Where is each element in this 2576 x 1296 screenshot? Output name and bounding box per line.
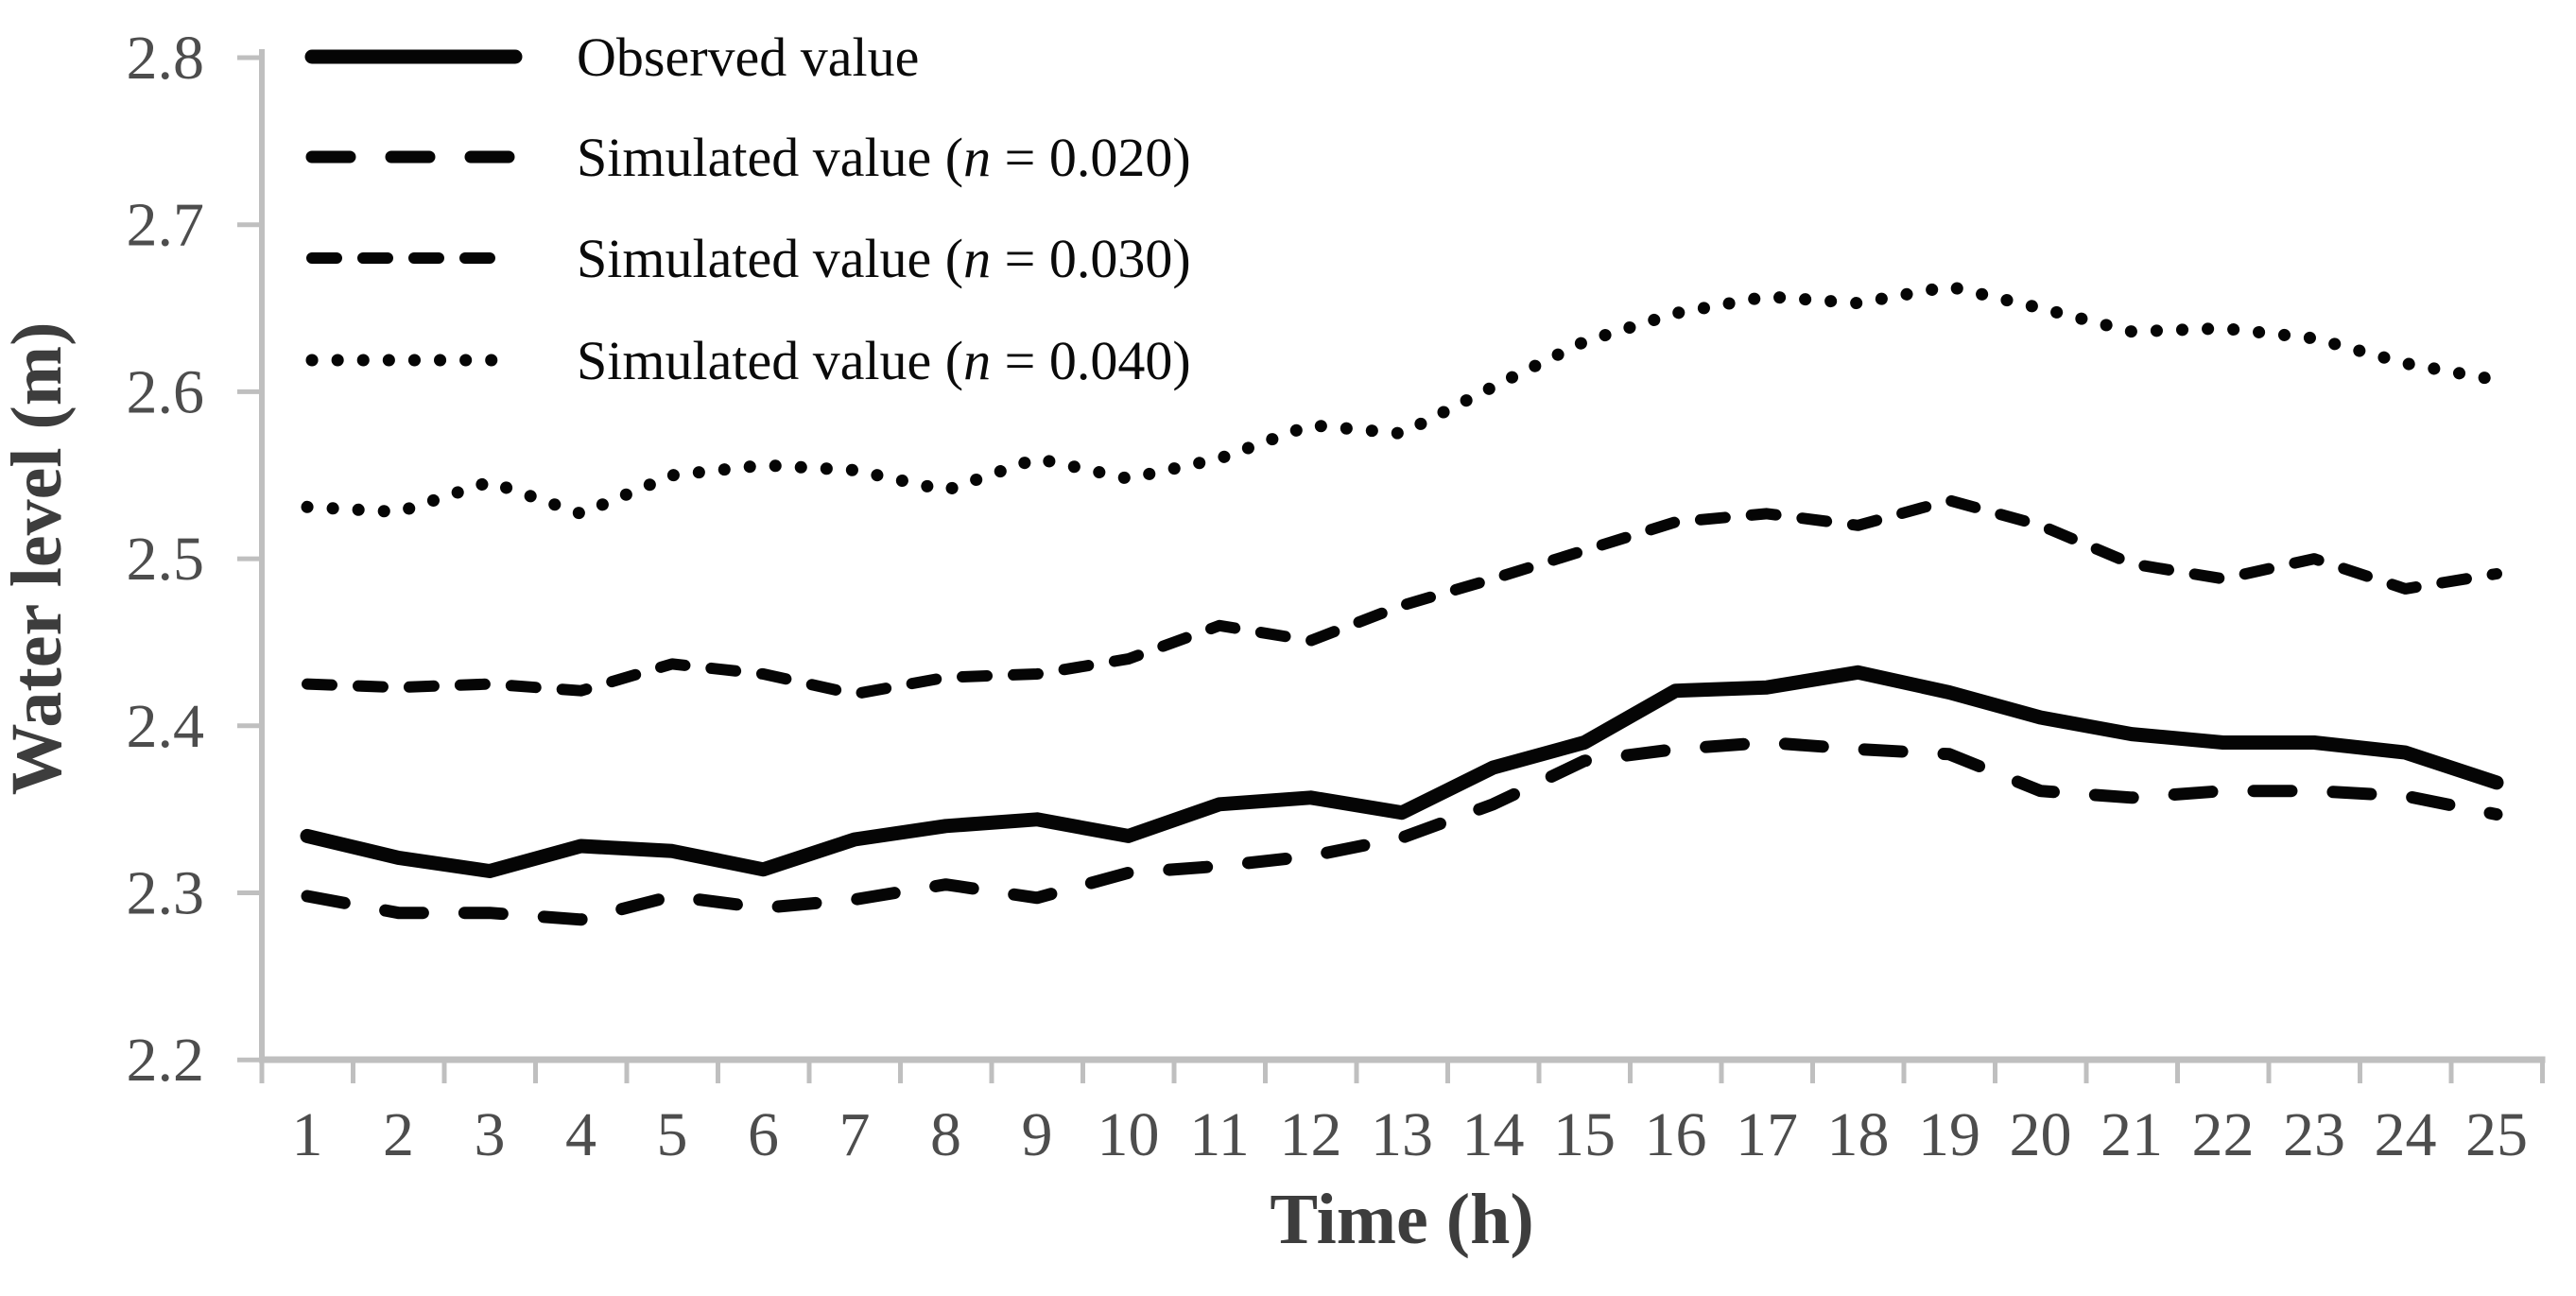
y-tick-label: 2.3 <box>127 859 205 928</box>
x-tick-label: 17 <box>1736 1100 1798 1169</box>
x-tick-label: 25 <box>2465 1100 2528 1169</box>
series-line-simulated-value-n-0-030 <box>302 494 2502 700</box>
x-tick-label: 20 <box>2010 1100 2072 1169</box>
x-tick-label: 16 <box>1645 1100 1707 1169</box>
x-tick-label: 21 <box>2101 1100 2163 1169</box>
y-tick-label: 2.6 <box>127 357 205 426</box>
x-tick-label: 13 <box>1371 1100 1433 1169</box>
x-tick-label: 18 <box>1827 1100 1890 1169</box>
legend-label: Simulated value (n = 0.030) <box>577 228 1191 289</box>
x-tick-label: 23 <box>2283 1100 2345 1169</box>
x-tick-label: 3 <box>475 1100 506 1169</box>
legend-label: Simulated value (n = 0.020) <box>577 127 1191 188</box>
legend-item-simulated-value-n-0-020: Simulated value (n = 0.020) <box>305 127 1191 188</box>
y-tick-label: 2.8 <box>127 24 205 93</box>
x-tick-label: 2 <box>383 1100 414 1169</box>
x-tick-label: 12 <box>1280 1100 1342 1169</box>
x-tick-label: 5 <box>657 1100 688 1169</box>
x-tick-label: 7 <box>839 1100 871 1169</box>
y-tick-label: 2.5 <box>127 525 205 594</box>
legend-item-simulated-value-n-0-040: Simulated value (n = 0.040) <box>305 330 1191 391</box>
x-tick-label: 9 <box>1022 1100 1053 1169</box>
x-tick-label: 4 <box>565 1100 596 1169</box>
y-tick-label: 2.7 <box>127 191 205 260</box>
legend-item-simulated-value-n-0-030: Simulated value (n = 0.030) <box>306 228 1191 289</box>
x-tick-label: 11 <box>1189 1100 1250 1169</box>
legend: Observed value Simulated value (n = 0.020… <box>304 26 1191 391</box>
series-line-simulated-value-n-0-040 <box>301 280 2503 520</box>
x-tick-label: 10 <box>1098 1100 1160 1169</box>
x-tick-label: 15 <box>1553 1100 1616 1169</box>
legend-label: Observed value <box>577 26 919 88</box>
x-tick-label: 24 <box>2375 1100 2437 1169</box>
legend-item-observed-value: Observed value <box>304 26 919 88</box>
axes: 2.82.72.62.52.42.32.21 2 3 4 5 6 7 8 9 10 11 12 13 14… <box>127 24 2546 1169</box>
x-tick-label: 22 <box>2192 1100 2255 1169</box>
y-tick-label: 2.2 <box>127 1026 205 1095</box>
series-line-simulated-value-n-0-020 <box>301 736 2503 926</box>
series-line-observed-value <box>300 665 2504 878</box>
y-tick-label: 2.4 <box>127 692 205 761</box>
y-axis-title: Water level (m) <box>0 322 77 796</box>
x-tick-label: 8 <box>930 1100 961 1169</box>
x-tick-label: 19 <box>1918 1100 1980 1169</box>
legend-label: Simulated value (n = 0.040) <box>577 330 1191 391</box>
x-tick-label: 6 <box>748 1100 779 1169</box>
x-tick-label: 1 <box>292 1100 323 1169</box>
x-tick-label: 14 <box>1462 1100 1525 1169</box>
x-axis-title: Time (h) <box>1270 1180 1533 1259</box>
